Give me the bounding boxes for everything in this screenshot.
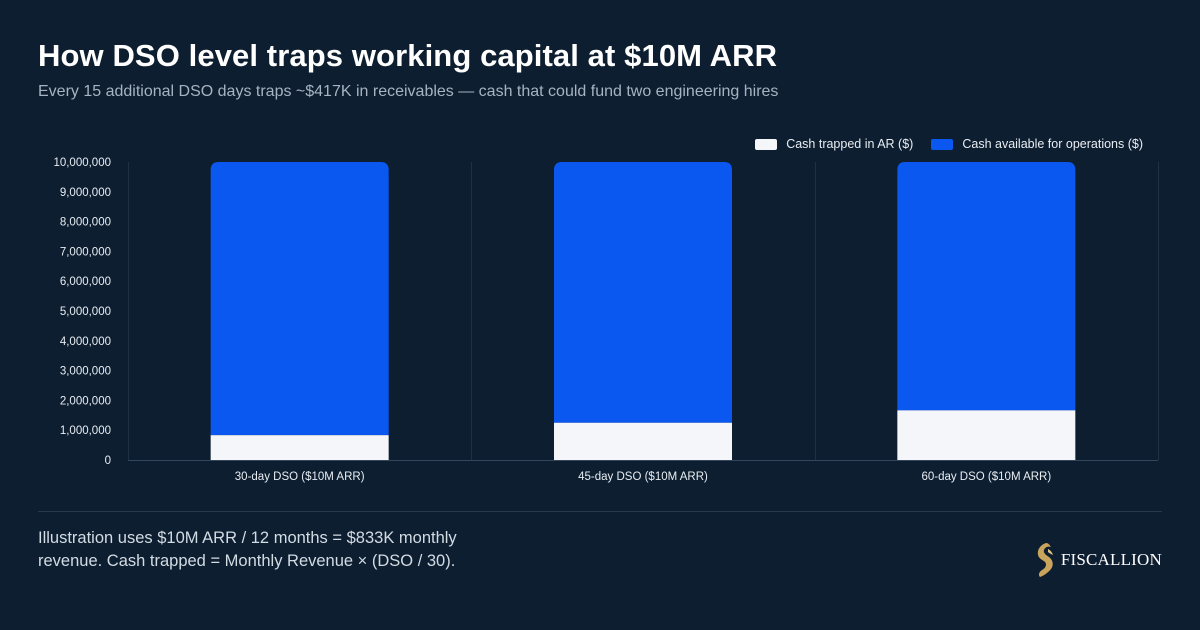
y-tick-label: 7,000,000 (60, 246, 111, 258)
chart-grid (128, 162, 1159, 461)
x-tick-label: 60-day DSO ($10M ARR) (921, 471, 1051, 483)
x-tick-label: 30-day DSO ($10M ARR) (235, 471, 365, 483)
y-tick-label: 3,000,000 (60, 366, 111, 378)
y-tick-label: 0 (105, 455, 111, 467)
brand-name: FISCALLION (1060, 550, 1162, 569)
y-axis-ticks: 0 1,000,000 2,000,000 3,000,000 4,000,000 5,0… (53, 157, 111, 467)
y-tick-label: 2,000,000 (60, 395, 111, 407)
legend-label-cash-available: Cash available for operations ($) (962, 137, 1143, 151)
bar-cash-available (210, 162, 389, 436)
chart-title: How DSO level traps working capital at $… (38, 38, 778, 73)
y-tick-label: 6,000,000 (60, 276, 111, 288)
y-tick-label: 5,000,000 (60, 306, 111, 318)
y-tick-label: 8,000,000 (60, 217, 111, 229)
x-tick-label: 45-day DSO ($10M ARR) (578, 471, 708, 483)
x-axis-labels: 30-day DSO ($10M ARR) 45-day DSO ($10M AR… (235, 471, 1052, 483)
y-tick-label: 9,000,000 (60, 187, 111, 199)
footer-divider (38, 511, 1162, 512)
legend-item-cash-available: Cash available for operations ($) (931, 137, 1143, 151)
legend-swatch-cash-available (931, 138, 954, 150)
bar-cash-trapped (210, 435, 389, 460)
chart-subtitle: Every 15 additional DSO days traps ~$417… (38, 83, 779, 100)
y-tick-label: 10,000,000 (53, 157, 111, 169)
legend-swatch-cash-trapped (755, 138, 778, 150)
bar-cash-available (554, 162, 732, 423)
bar-cash-trapped (554, 422, 732, 460)
footnote: Illustration uses $10M ARR / 12 months =… (38, 529, 457, 570)
legend-item-cash-trapped: Cash trapped in AR ($) (755, 137, 913, 151)
legend-label-cash-trapped: Cash trapped in AR ($) (786, 137, 914, 151)
lion-emblem-icon (1037, 543, 1053, 577)
stacked-bar-chart: 0 1,000,000 2,000,000 3,000,000 4,000,000 5,0… (53, 157, 1159, 483)
bar-cash-available (897, 162, 1076, 411)
y-tick-label: 1,000,000 (60, 425, 111, 437)
chart-bars (210, 162, 1076, 460)
chart-legend: Cash trapped in AR ($) Cash available fo… (737, 137, 1143, 151)
y-tick-label: 4,000,000 (60, 336, 111, 348)
brand-logo: FISCALLION (1034, 542, 1162, 578)
bar-cash-trapped (897, 410, 1076, 460)
